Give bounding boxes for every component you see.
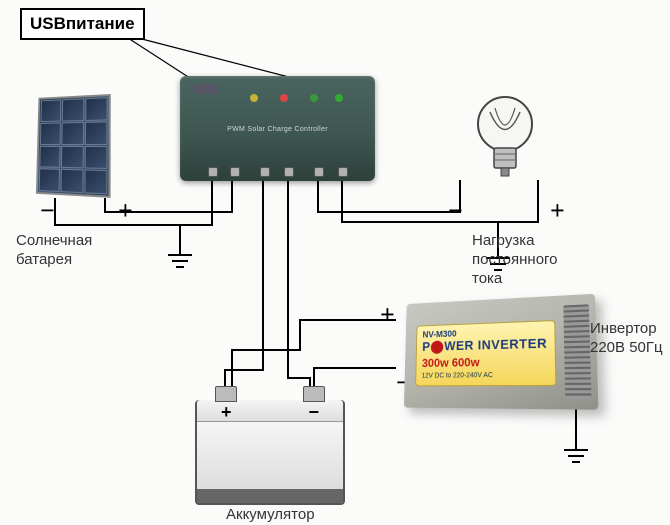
battery-neg: − [308, 402, 319, 423]
inverter-sub: 12V DC to 220-240V AC [422, 371, 549, 379]
solar-pos: + [118, 196, 133, 226]
battery-label: Аккумулятор [226, 506, 315, 525]
charge-controller: PWM Solar Charge Controller [180, 76, 375, 181]
solar-panel [36, 94, 111, 198]
controller-led-4 [335, 94, 343, 102]
solar-neg: − [40, 196, 53, 226]
battery-pos: + [221, 402, 232, 423]
solar-label: Солнечная батарея [16, 232, 92, 270]
inverter-pos: + [380, 300, 395, 330]
dcload-label: Нагрузка постоянного тока [472, 232, 558, 288]
battery: + − [195, 400, 345, 505]
inverter: NV-M300 P⬤WER INVERTER 300w 600w 12V DC … [404, 294, 599, 410]
controller-led-3 [310, 94, 318, 102]
inverter-title: P⬤WER INVERTER [422, 335, 548, 354]
usb-power-label: USBпитание [20, 8, 145, 40]
dc-load-bulb [470, 92, 540, 192]
controller-led-2 [280, 94, 288, 102]
usb-text: USBпитание [30, 14, 135, 33]
controller-text: PWM Solar Charge Controller [227, 126, 328, 133]
dcload-pos: + [550, 196, 565, 226]
controller-led-1 [250, 94, 258, 102]
inverter-watts: 300w 600w [422, 354, 549, 370]
dcload-neg: − [448, 196, 461, 226]
inverter-label: Инвертор 220В 50Гц [590, 320, 663, 358]
